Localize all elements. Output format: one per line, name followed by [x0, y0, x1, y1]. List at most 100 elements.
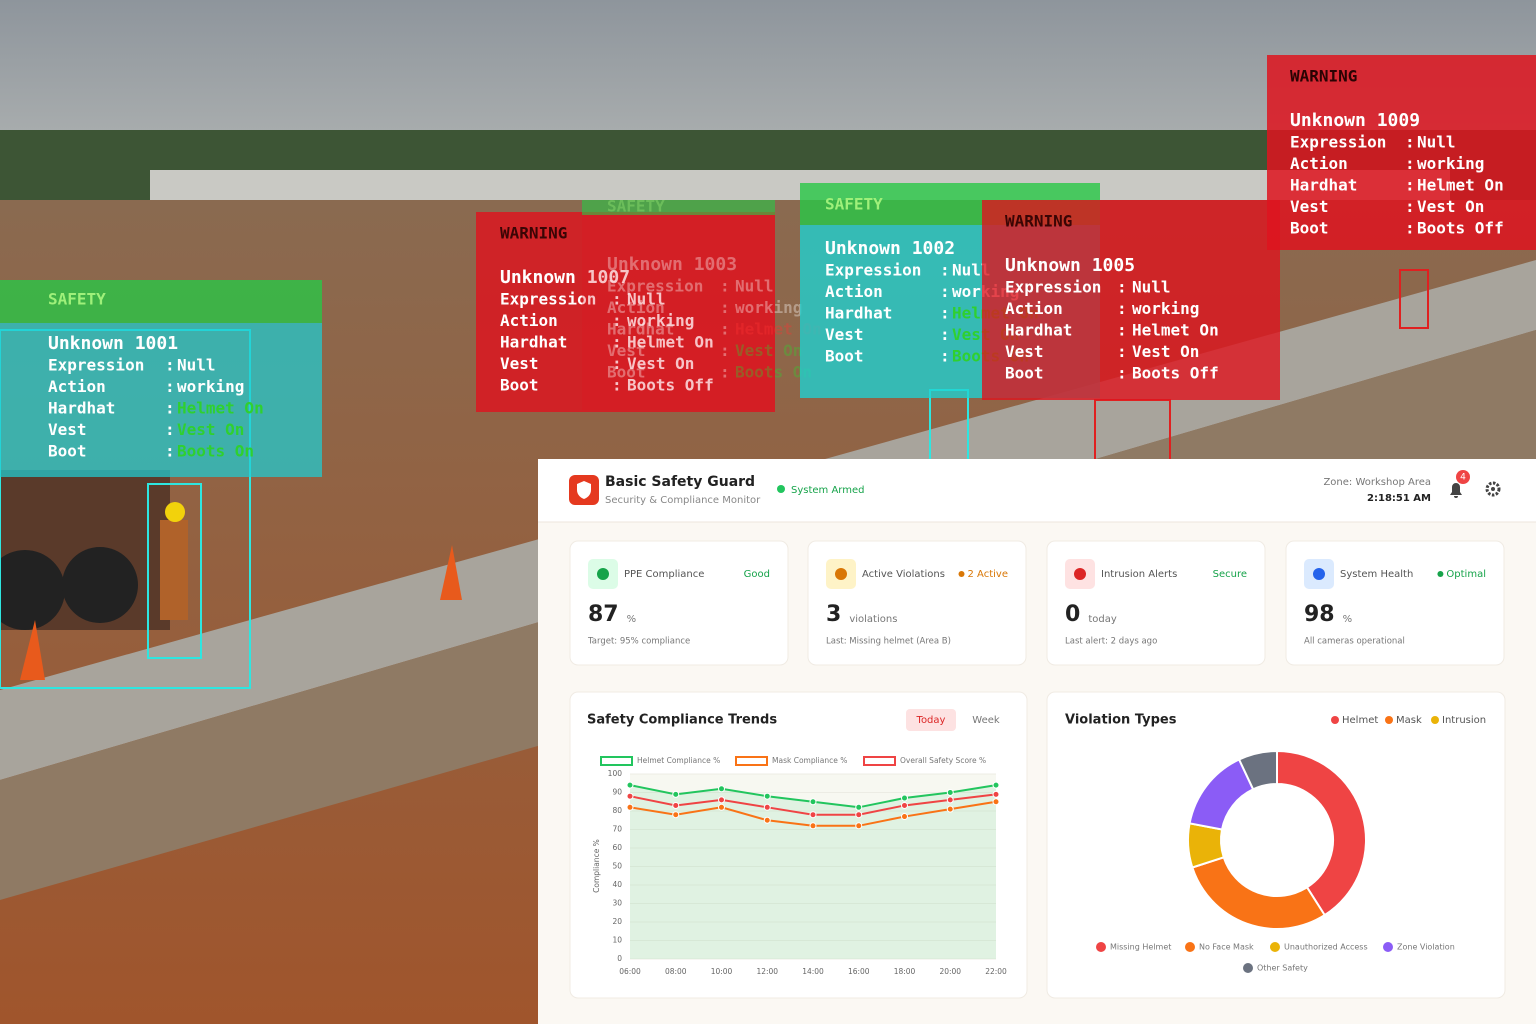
field-separator: : — [720, 320, 730, 339]
field-key: Hardhat — [825, 304, 892, 323]
chart-title: Violation Types — [1065, 713, 1177, 728]
field-value: Boots On — [177, 442, 254, 461]
field-key: Action — [607, 298, 665, 317]
field-value: Vest On — [177, 420, 244, 439]
toggle[interactable]: Week — [972, 715, 1000, 726]
field-key: Action — [825, 282, 883, 301]
data-point — [718, 785, 725, 793]
field-separator: : — [1405, 154, 1415, 173]
detection-id: Unknown 1001 — [48, 333, 178, 354]
x-tick-label: 08:00 — [665, 967, 687, 976]
settings-gear[interactable] — [1485, 481, 1501, 497]
detection-id: Unknown 1009 — [1290, 110, 1420, 131]
data-point — [992, 781, 1000, 789]
data-point — [626, 792, 634, 800]
data-point — [946, 789, 954, 796]
y-tick-label: 90 — [612, 788, 622, 797]
stat-card: System Health Optimal 98 % All cameras opera… — [1285, 540, 1505, 666]
box-body — [582, 215, 775, 410]
toggle-active-bg — [906, 709, 956, 731]
field-value: Vest On — [735, 341, 802, 360]
x-tick-label: 16:00 — [848, 967, 870, 976]
field-separator: : — [1405, 133, 1415, 152]
field-value: Null — [952, 261, 991, 280]
data-point — [672, 801, 680, 809]
donut-segment — [1237, 749, 1278, 791]
data-point — [809, 798, 817, 806]
card-unit: violations — [849, 614, 897, 625]
app-title: Basic Safety Guard — [605, 474, 755, 490]
x-tick-label: 22:00 — [985, 967, 1007, 976]
field-key: Expression — [1290, 133, 1386, 152]
field-value: Helmet On — [1417, 176, 1504, 195]
field-separator: : — [165, 356, 175, 375]
field-value: working — [1132, 299, 1199, 318]
card-title: PPE Compliance — [624, 569, 704, 580]
detection-status: WARNING — [1005, 212, 1072, 231]
box-body — [476, 212, 775, 412]
field-value: Vest On — [627, 354, 694, 373]
y-tick-label: 30 — [612, 899, 622, 908]
x-tick-label: 10:00 — [711, 967, 733, 976]
field-key: Expression — [607, 277, 703, 296]
field-value: Vest On — [1132, 342, 1199, 361]
field-separator: : — [940, 304, 950, 323]
field-key: Action — [48, 377, 106, 396]
legend-dot — [1383, 942, 1393, 952]
field-value: Boots Off — [1132, 364, 1219, 383]
legend-dot — [1096, 942, 1106, 952]
field-value: Helmet On — [1132, 321, 1219, 340]
panel-bg — [1046, 691, 1506, 999]
field-separator: : — [165, 442, 175, 461]
legend-label: Zone Violation — [1397, 943, 1455, 952]
field-value: Helmet On — [627, 333, 714, 352]
legend-swatch — [863, 756, 896, 766]
system-status: System Armed — [791, 485, 865, 496]
summary-label: Helmet — [1342, 715, 1378, 726]
field-key: Action — [500, 311, 558, 330]
card-note: Target: 95% compliance — [587, 637, 690, 647]
box-body — [1267, 55, 1536, 250]
badge-dot — [1437, 571, 1444, 577]
field-separator: : — [612, 290, 622, 309]
y-tick-label: 40 — [612, 880, 622, 889]
detection-id: Unknown 1007 — [500, 267, 630, 288]
y-tick-label: 60 — [612, 843, 622, 852]
card-unit: % — [627, 614, 637, 625]
x-tick-label: 20:00 — [939, 967, 961, 976]
stat-card: Active Violations 2 Active 3 violations Last… — [807, 540, 1027, 666]
field-key: Boot — [607, 363, 646, 382]
summary-dot — [1331, 716, 1339, 724]
field-value: Boots Off — [1417, 219, 1504, 238]
field-key: Action — [1005, 299, 1063, 318]
field-separator: : — [720, 363, 730, 382]
notification-bell[interactable] — [1450, 483, 1462, 498]
stat-card: Intrusion Alerts Secure 0 today Last alert: … — [1046, 540, 1266, 666]
summary-dot — [1431, 716, 1439, 724]
summary-dot — [1385, 716, 1393, 724]
field-separator: : — [940, 282, 950, 301]
y-tick-label: 10 — [612, 936, 622, 945]
legend-swatch — [735, 756, 768, 766]
detection-status: SAFETY — [48, 290, 106, 309]
card-icon-glyph — [1074, 568, 1086, 580]
data-point — [901, 794, 908, 802]
field-key: Expression — [825, 261, 921, 280]
field-value: Null — [735, 277, 774, 296]
badge-dot — [958, 571, 965, 577]
y-tick-label: 80 — [612, 806, 622, 815]
box-header — [0, 280, 322, 323]
clock: 2:18:51 AM — [1367, 493, 1431, 504]
card-badge: Optimal — [1446, 569, 1486, 580]
field-value: Boots Off — [627, 376, 714, 395]
toggle[interactable]: Today — [916, 715, 946, 726]
detection-status: WARNING — [500, 224, 567, 243]
field-key: Hardhat — [500, 333, 567, 352]
legend-label: Unauthorized Access — [1284, 943, 1368, 952]
field-key: Vest — [607, 341, 646, 360]
detection-id: Unknown 1005 — [1005, 255, 1135, 276]
